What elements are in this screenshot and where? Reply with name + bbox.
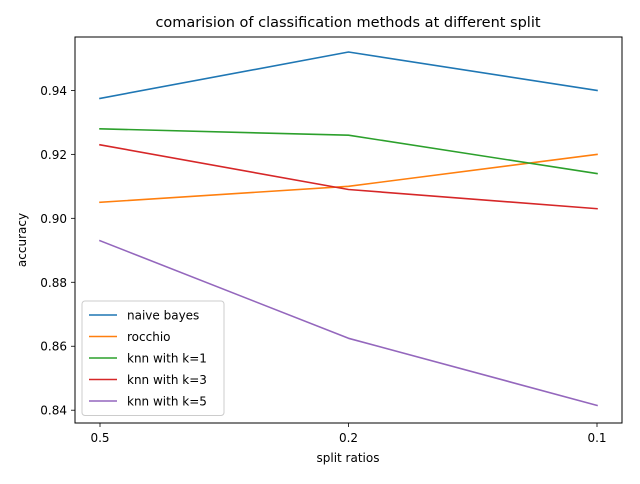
legend-label: naive bayes — [127, 309, 199, 323]
y-axis-label: accuracy — [15, 213, 29, 267]
legend-label: rocchio — [127, 330, 171, 344]
legend-label: knn with k=5 — [127, 395, 207, 409]
plot-frame — [74, 36, 623, 424]
y-tick-label: 0.90 — [40, 212, 67, 226]
x-tick-label: 0.2 — [339, 431, 358, 445]
y-tick-label: 0.92 — [40, 148, 67, 162]
chart-title: comarision of classification methods at … — [155, 15, 540, 31]
y-tick-label: 0.84 — [40, 404, 67, 418]
x-tick-label: 0.5 — [90, 431, 109, 445]
y-tick-label: 0.94 — [40, 84, 67, 98]
y-tick-label: 0.86 — [40, 340, 67, 354]
y-tick-label: 0.88 — [40, 276, 67, 290]
legend-box — [81, 300, 225, 416]
series-line-naive-bayes — [99, 51, 598, 100]
series-line-knn-with-k-1 — [99, 127, 598, 175]
series-line-knn-with-k-3 — [99, 143, 598, 210]
legend-label: knn with k=1 — [127, 352, 207, 366]
legend-label: knn with k=3 — [127, 373, 207, 387]
series-line-knn-with-k-5 — [98, 239, 598, 407]
x-axis-label: split ratios — [317, 451, 380, 465]
x-tick-label: 0.1 — [587, 431, 606, 445]
series-line-rocchio — [99, 153, 598, 204]
